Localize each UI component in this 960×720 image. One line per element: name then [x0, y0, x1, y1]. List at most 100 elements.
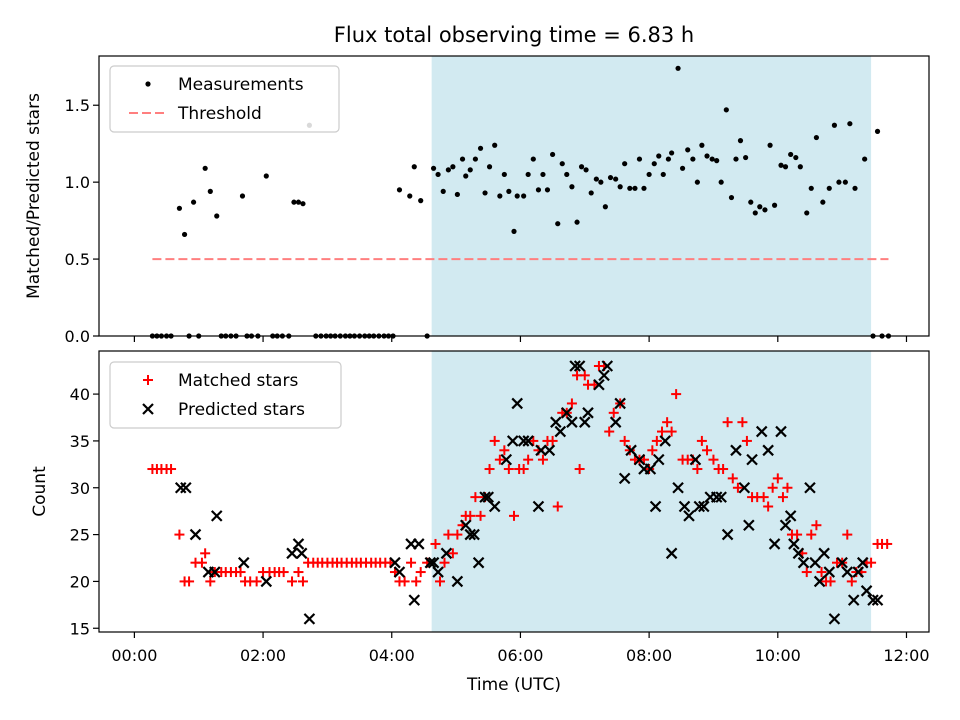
matched-point — [763, 501, 774, 512]
predicted-point — [464, 528, 477, 541]
measurement-point — [525, 171, 531, 178]
measurement-point — [788, 151, 794, 158]
y-tick-label: 20 — [70, 572, 90, 591]
y-tick-label: 15 — [70, 619, 90, 638]
matched-point — [235, 567, 246, 578]
x-tick-label: 00:00 — [111, 646, 157, 665]
bottom-observing-window-shade — [431, 351, 872, 632]
matched-point — [579, 370, 590, 381]
measurement-point — [176, 205, 183, 211]
measurement-point — [613, 176, 619, 182]
chart-title: Flux total observing time = 6.83 h — [334, 23, 694, 47]
matched-point — [792, 529, 803, 540]
legend-label-matched: Matched stars — [178, 371, 298, 391]
predicted-point — [683, 510, 695, 522]
matched-point — [430, 538, 441, 549]
matched-point — [722, 417, 733, 428]
measurement-point — [593, 176, 599, 182]
measurement-point — [463, 173, 469, 179]
matched-point — [528, 435, 539, 446]
predicted-point — [659, 435, 671, 447]
measurement-point — [699, 142, 705, 148]
measurement-point — [679, 165, 686, 171]
predicted-point — [180, 481, 192, 494]
predicted-point — [644, 463, 657, 475]
predicted-point — [730, 444, 742, 457]
measurement-point — [743, 154, 749, 161]
predicted-point — [618, 472, 631, 485]
predicted-point — [459, 519, 472, 531]
predicted-point — [237, 556, 250, 569]
matched-point — [696, 435, 707, 446]
measurement-point — [778, 162, 784, 168]
measurement-point — [583, 167, 589, 173]
matched-point — [825, 576, 836, 587]
measurement-point — [757, 204, 763, 210]
bottom-y-axis-label: Count — [30, 466, 50, 517]
measurement-point — [430, 165, 437, 171]
bottom-y-axis: 15 20 25 30 35 40 — [70, 385, 99, 638]
measurement-point — [808, 185, 814, 191]
predicted-point — [554, 425, 567, 438]
matched-point — [415, 567, 426, 578]
matched-point — [184, 576, 195, 587]
predicted-point — [792, 547, 805, 560]
predicted-point — [500, 453, 513, 466]
measurement-point — [842, 179, 848, 185]
matched-point — [200, 548, 211, 559]
predicted-point — [292, 538, 305, 550]
legend-key-predicted — [142, 403, 154, 415]
legend-key-matched — [143, 375, 153, 385]
measurements-series — [149, 65, 892, 339]
predicted-point — [472, 556, 485, 569]
measurement-point — [709, 156, 715, 162]
measurement-point — [435, 171, 441, 178]
measurement-point — [752, 210, 758, 216]
measurement-point — [627, 185, 633, 191]
measurement-point — [574, 219, 580, 225]
matched-point — [741, 435, 752, 446]
matched-point — [608, 407, 619, 418]
matched-point — [666, 426, 677, 437]
measurement-point — [501, 171, 507, 178]
measurement-point — [651, 161, 657, 167]
top-observing-window-shade — [431, 56, 872, 336]
legend-box — [109, 361, 342, 429]
predicted-point — [828, 613, 841, 625]
predicted-point — [295, 547, 308, 560]
matched-point — [447, 548, 458, 559]
matched-point — [411, 576, 422, 587]
measurement-point — [862, 156, 868, 162]
matched-point — [866, 557, 877, 568]
matched-point — [503, 464, 514, 475]
measurement-point — [723, 107, 729, 113]
measurement-point — [540, 171, 546, 178]
matched-point — [443, 529, 454, 540]
matched-point — [842, 529, 853, 540]
predicted-point — [412, 538, 425, 550]
matched-point — [205, 576, 216, 587]
measurement-point — [239, 193, 246, 199]
measurement-point — [555, 221, 561, 227]
matched-point — [297, 576, 308, 587]
predicted-point — [746, 453, 758, 466]
measurement-point — [291, 199, 297, 205]
y-tick-label: 1.0 — [65, 173, 90, 192]
matched-point — [801, 567, 812, 578]
matched-point — [552, 501, 563, 512]
measurement-point — [559, 161, 565, 167]
predicted-point — [813, 575, 826, 588]
predicted-point — [860, 585, 873, 597]
measurement-point — [874, 128, 881, 134]
predicted-point — [609, 416, 622, 428]
predicted-point — [721, 528, 734, 541]
predicted-point — [189, 528, 202, 541]
y-tick-label: 1.5 — [65, 96, 90, 115]
measurement-point — [665, 156, 672, 162]
predicted-point — [809, 556, 821, 569]
matched-point — [465, 510, 476, 521]
measurement-point — [602, 204, 608, 210]
measurement-point — [514, 193, 520, 199]
measurement-point — [450, 164, 456, 170]
